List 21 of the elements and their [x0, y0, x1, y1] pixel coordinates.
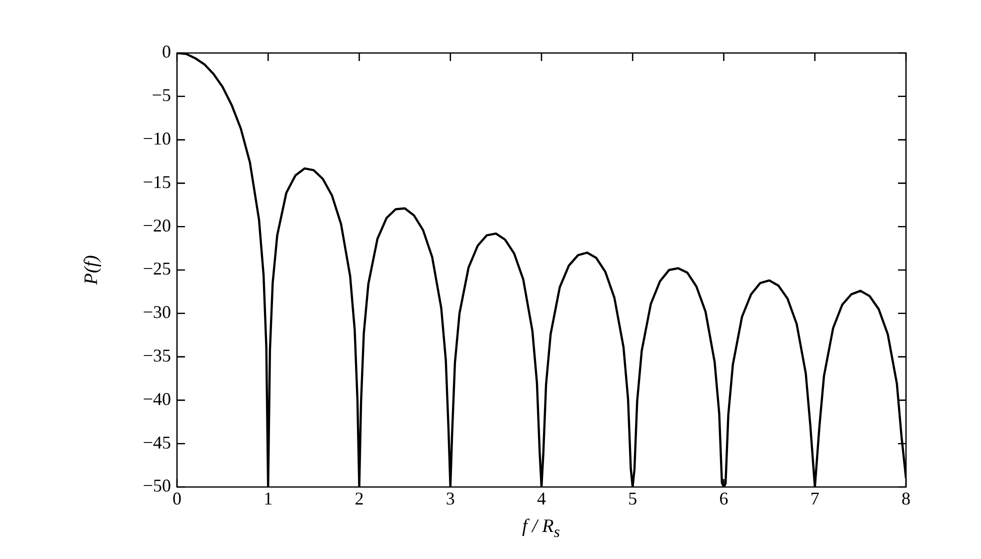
x-tick-label: 3 — [446, 488, 455, 509]
y-tick-label: −50 — [142, 476, 171, 496]
y-tick-label: −25 — [142, 258, 171, 279]
x-tick-label: 5 — [628, 488, 638, 509]
x-tick-label: 8 — [902, 488, 910, 509]
y-tick-label: −30 — [142, 302, 171, 322]
x-tick-label: 2 — [354, 488, 364, 509]
y-tick-label: −10 — [142, 128, 171, 149]
x-tick-label: 6 — [719, 488, 728, 509]
y-tick-label: −35 — [142, 346, 171, 366]
y-tick-label: −45 — [142, 432, 171, 452]
y-tick-label: −40 — [142, 388, 171, 409]
x-tick-label: 1 — [264, 488, 273, 509]
x-tick-label: 4 — [537, 488, 546, 509]
y-axis-title: P(f) — [81, 255, 103, 285]
y-tick-label: −15 — [142, 172, 171, 192]
y-tick-label: −20 — [142, 215, 171, 236]
y-tick-label: 0 — [162, 42, 171, 62]
x-axis-title: f / R$_{s}$ — [522, 516, 560, 542]
y-tick-label: −5 — [152, 85, 171, 106]
x-tick-label: 7 — [810, 488, 820, 509]
